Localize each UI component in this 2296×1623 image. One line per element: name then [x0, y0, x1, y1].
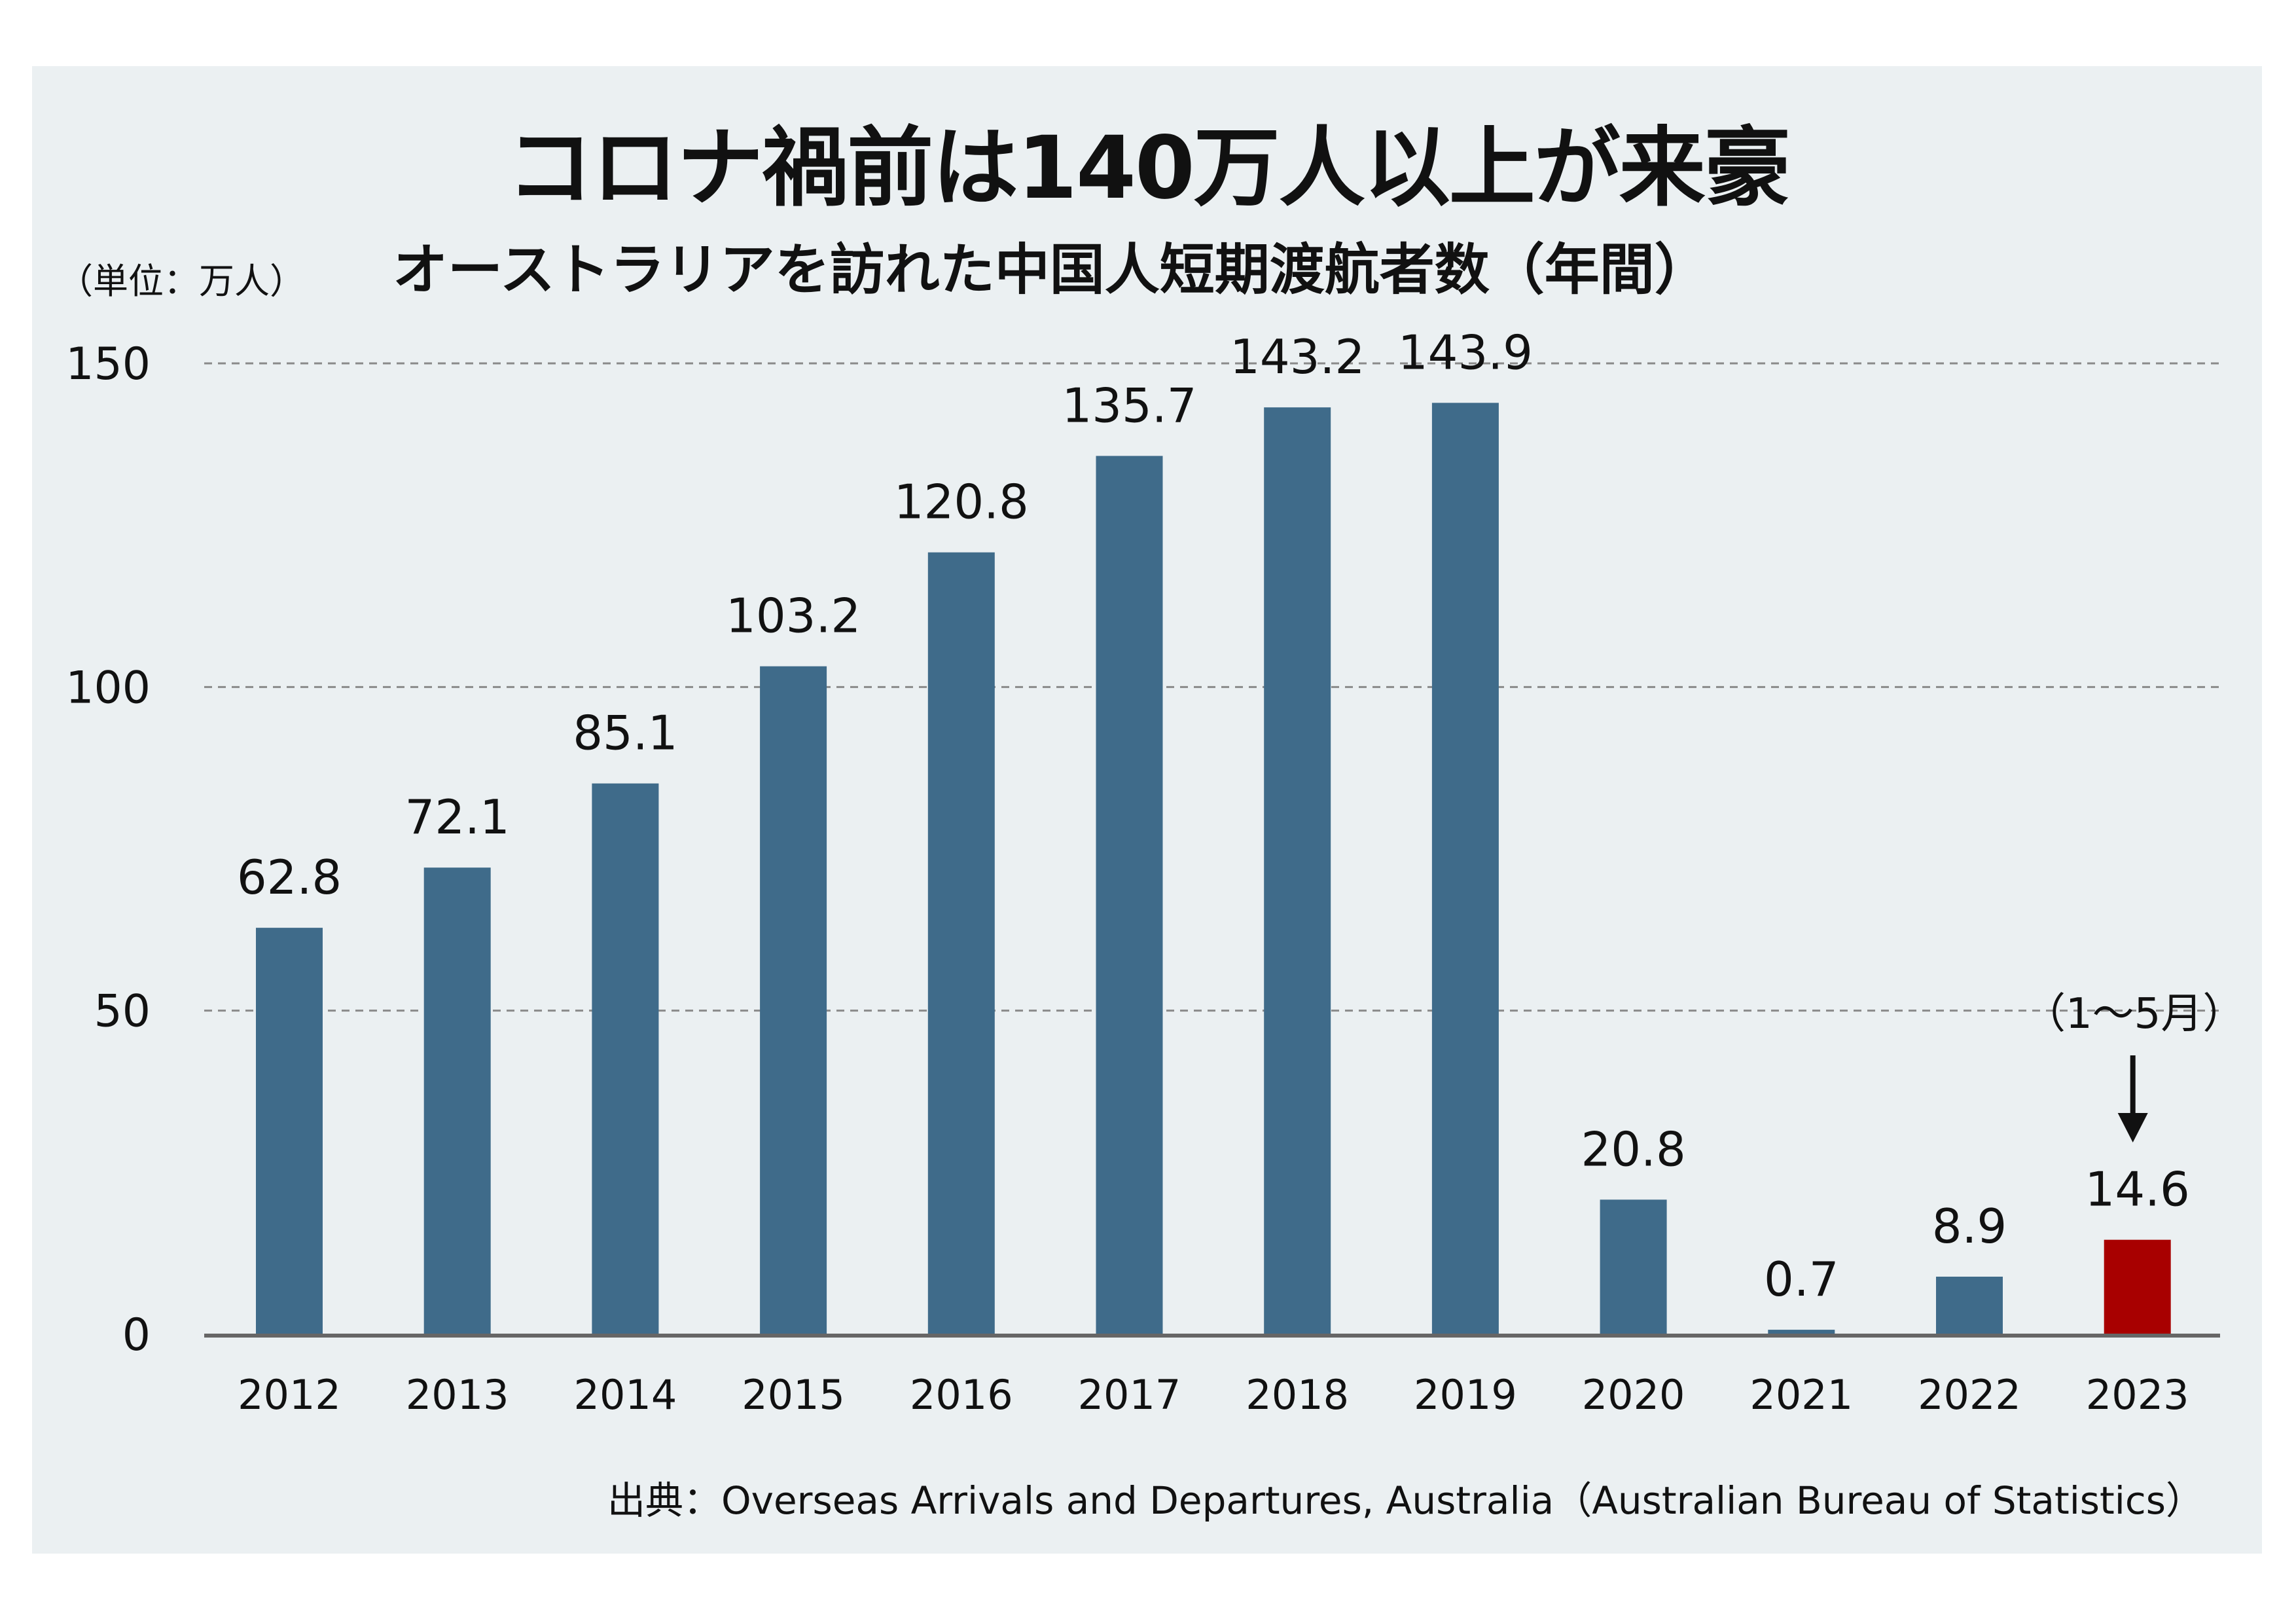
bar-2017 [1096, 456, 1163, 1334]
source-note: 出典：Overseas Arrivals and Departures, Aus… [607, 1478, 2204, 1523]
x-tick-label-2022: 2022 [1918, 1371, 2021, 1419]
value-label-2014: 85.1 [573, 706, 677, 761]
y-tick-label: 50 [94, 986, 151, 1038]
x-tick-label-2017: 2017 [1078, 1371, 1181, 1419]
chart-title: コロナ禍前は140万人以上が来豪 [507, 118, 1791, 219]
bar-2015 [760, 666, 827, 1334]
x-tick-label-2016: 2016 [910, 1371, 1013, 1419]
value-label-2016: 120.8 [894, 475, 1029, 530]
bar-2013 [423, 867, 491, 1334]
value-label-2019: 143.9 [1398, 325, 1533, 380]
value-label-2013: 72.1 [405, 790, 510, 845]
x-tick-label-2019: 2019 [1414, 1371, 1517, 1419]
x-tick-label-2021: 2021 [1749, 1371, 1853, 1419]
x-tick-label-2013: 2013 [406, 1371, 509, 1419]
y-tick-label: 150 [65, 338, 151, 390]
value-label-2015: 103.2 [726, 589, 861, 644]
value-label-2017: 135.7 [1062, 378, 1196, 433]
x-tick-label-2020: 2020 [1582, 1371, 1685, 1419]
value-label-2020: 20.8 [1581, 1122, 1685, 1176]
value-label-2012: 62.8 [237, 850, 342, 905]
y-tick-label: 0 [122, 1309, 151, 1361]
x-tick-label-2015: 2015 [742, 1371, 845, 1419]
bar-2023 [2104, 1239, 2171, 1334]
x-tick-label-2023: 2023 [2086, 1371, 2189, 1419]
annotation-arrow-head [2117, 1113, 2148, 1142]
x-tick-label-2014: 2014 [574, 1371, 677, 1419]
bar-2022 [1936, 1277, 2003, 1334]
bar-2012 [256, 928, 323, 1334]
bar-2014 [592, 783, 659, 1334]
value-label-2022: 8.9 [1932, 1199, 2007, 1254]
bar-2019 [1431, 403, 1499, 1335]
value-label-2023: 14.6 [2085, 1162, 2190, 1217]
bar-2021 [1768, 1330, 1835, 1334]
x-tick-label-2012: 2012 [238, 1371, 341, 1419]
bar-2016 [927, 552, 995, 1334]
chart-subtitle: オーストラリアを訪れた中国人短期渡航者数（年間） [393, 238, 1710, 302]
bar-2018 [1264, 407, 1331, 1335]
bar-2020 [1600, 1199, 1667, 1334]
unit-label: （単位：万人） [58, 261, 305, 302]
annotation-text: （1～5月） [2024, 990, 2244, 1038]
value-label-2021: 0.7 [1764, 1252, 1839, 1307]
y-tick-label: 100 [65, 662, 151, 714]
x-tick-label-2018: 2018 [1246, 1371, 1349, 1419]
value-label-2018: 143.2 [1230, 329, 1365, 384]
